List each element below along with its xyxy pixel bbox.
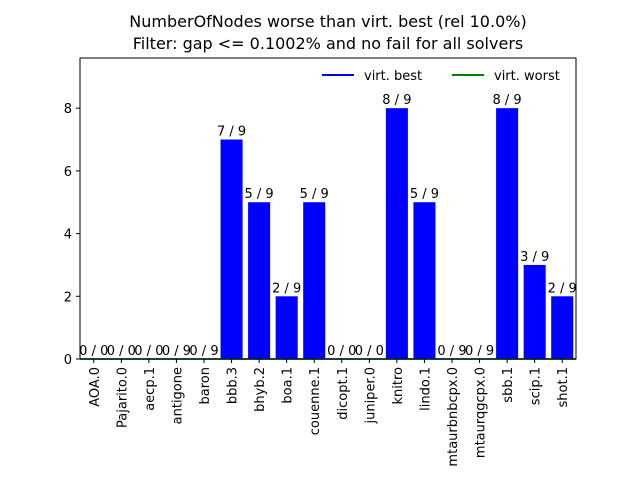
legend-label-0: virt. best xyxy=(364,69,422,84)
bar-label: 0 / 9 xyxy=(465,344,494,359)
x-tick-label: antigone xyxy=(170,367,185,424)
x-tick-label: aecp.1 xyxy=(143,367,158,411)
x-tick-label: scip.1 xyxy=(529,367,544,405)
bar-label: 0 / 0 xyxy=(134,344,163,359)
chart-subtitle: Filter: gap <= 0.1002% and no fail for a… xyxy=(133,34,523,53)
x-tick-label: juniper.0 xyxy=(363,367,378,425)
x-axis: AOA.0 Pajarito.0 aecp.1 antigone baron bbb.3 b… xyxy=(88,359,571,467)
x-tick-label: bhyb.2 xyxy=(253,367,268,412)
bar-labels-group: 0 / 00 / 00 / 00 / 90 / 97 / 95 / 92 / 9… xyxy=(79,93,577,359)
bar-label: 2 / 9 xyxy=(272,281,301,296)
x-tick-label: shot.1 xyxy=(556,367,571,407)
bar-shot.1 xyxy=(551,296,574,359)
x-tick-label: sbb.1 xyxy=(501,367,516,403)
bars-group xyxy=(220,108,574,360)
legend: virt. best virt. worst xyxy=(322,69,560,84)
bar-sbb.1 xyxy=(496,108,519,360)
x-tick-label: dicopt.1 xyxy=(336,367,351,420)
bar-label: 5 / 9 xyxy=(410,187,439,202)
bar-label: 0 / 9 xyxy=(437,344,466,359)
x-tick-label: boa.1 xyxy=(281,367,296,404)
bar-knitro xyxy=(385,108,408,360)
bar-label: 0 / 0 xyxy=(327,344,356,359)
x-tick-label: bbb.3 xyxy=(226,367,241,404)
bar-boa.1 xyxy=(275,296,298,359)
chart-title: NumberOfNodes worse than virt. best (rel… xyxy=(129,12,526,31)
bar-label: 5 / 9 xyxy=(300,187,329,202)
y-tick-label: 8 xyxy=(64,102,72,117)
bar-scip.1 xyxy=(523,264,546,359)
y-tick-label: 2 xyxy=(64,290,72,305)
y-axis: 0 2 4 6 8 xyxy=(64,102,80,368)
plot-frame xyxy=(79,57,577,360)
bar-lindo.1 xyxy=(413,202,436,359)
bar-label: 0 / 0 xyxy=(355,344,384,359)
x-tick-label: Pajarito.0 xyxy=(115,367,130,428)
y-tick-label: 0 xyxy=(64,353,72,368)
bar-label: 0 / 0 xyxy=(107,344,136,359)
bar-label: 0 / 9 xyxy=(189,344,218,359)
x-tick-label: knitro xyxy=(391,367,406,405)
x-tick-label: AOA.0 xyxy=(88,367,103,407)
bar-label: 2 / 9 xyxy=(548,281,577,296)
y-tick-label: 6 xyxy=(64,165,72,180)
bar-label: 8 / 9 xyxy=(493,93,522,108)
x-tick-label: mtaurqgcpx.0 xyxy=(474,367,489,458)
bar-label: 7 / 9 xyxy=(217,125,246,140)
legend-label-1: virt. worst xyxy=(494,69,560,84)
bar-label: 0 / 0 xyxy=(79,344,108,359)
bar-bhyb.2 xyxy=(248,202,271,359)
y-tick-label: 4 xyxy=(64,228,72,243)
x-tick-label: couenne.1 xyxy=(308,367,323,435)
bar-label: 0 / 9 xyxy=(162,344,191,359)
bar-couenne.1 xyxy=(303,202,326,359)
bar-label: 3 / 9 xyxy=(520,250,549,265)
bar-label: 5 / 9 xyxy=(245,187,274,202)
x-tick-label: lindo.1 xyxy=(418,367,433,411)
bar-label: 8 / 9 xyxy=(382,93,411,108)
bar-bbb.3 xyxy=(220,139,243,359)
x-tick-label: baron xyxy=(198,367,213,404)
x-tick-label: mtaurbnbcpx.0 xyxy=(446,367,461,467)
